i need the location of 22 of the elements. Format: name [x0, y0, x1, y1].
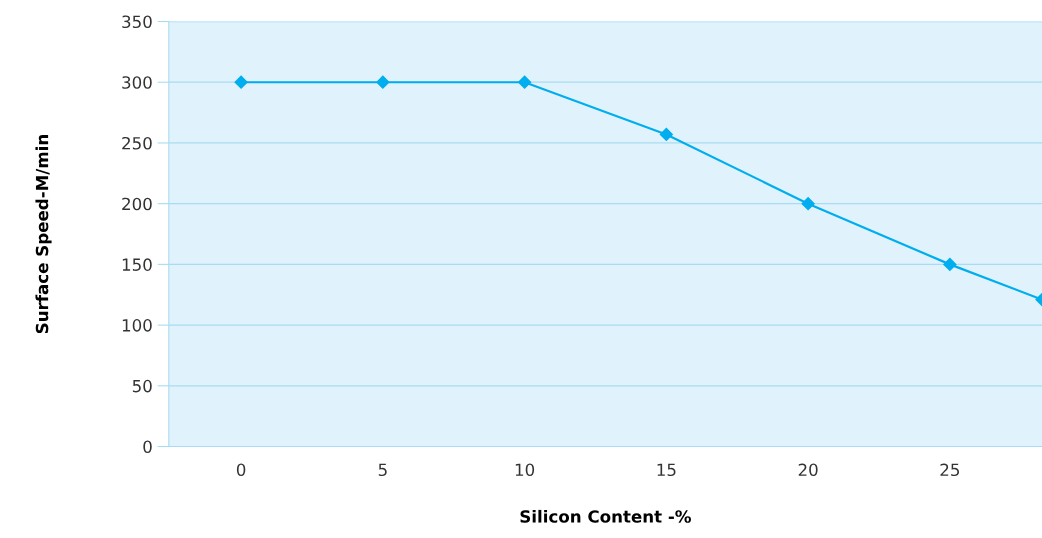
y-tick-label: 150: [122, 258, 152, 271]
x-tick-label: 25: [940, 463, 960, 477]
y-tick-label: 250: [122, 136, 152, 150]
y-tick-label: 200: [122, 197, 152, 211]
x-tick-label: 15: [657, 463, 676, 477]
x-tick-label: 20: [798, 463, 818, 477]
y-axis-title: Surface Speed-M/min: [35, 135, 52, 334]
point: [659, 127, 673, 142]
y-tick-label: 350: [122, 15, 152, 29]
y-tick-label: 0: [143, 440, 152, 454]
point: [943, 257, 957, 271]
y-tick-label: 50: [132, 379, 152, 393]
y-tick-label: 100: [122, 319, 152, 332]
x-tick-label: 5: [378, 463, 387, 477]
x-tick-label: 0: [236, 463, 246, 477]
y-tick-label: 300: [122, 76, 152, 89]
point: [518, 75, 532, 89]
x-tick-label: 10: [515, 463, 535, 477]
point: [801, 197, 815, 211]
x-axis-title: Silicon Content -%: [520, 509, 691, 523]
point: [234, 75, 248, 89]
point: [376, 75, 390, 89]
